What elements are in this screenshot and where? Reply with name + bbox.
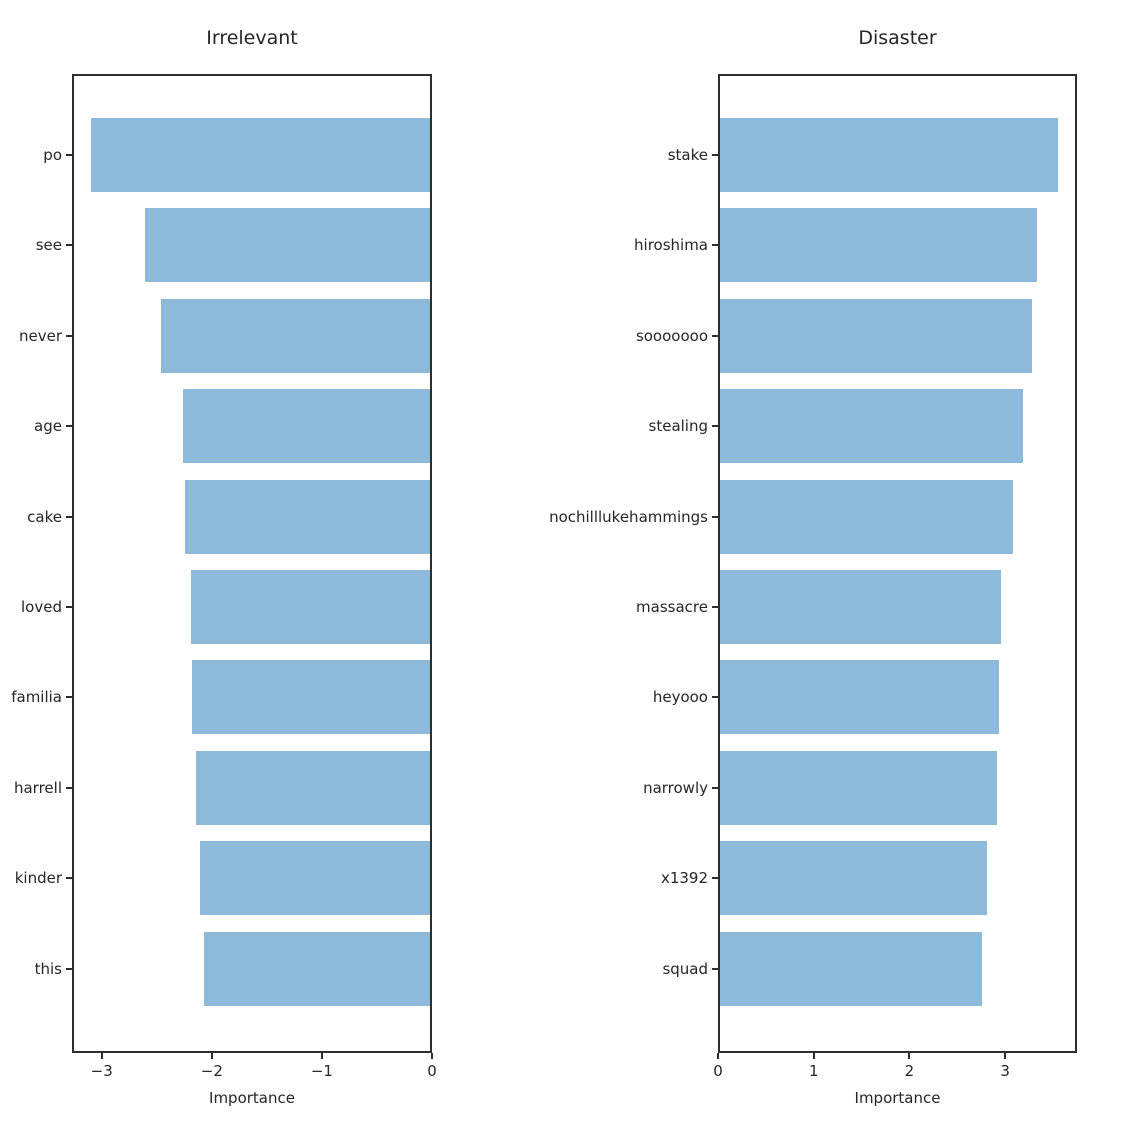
bar-massacre	[720, 570, 1002, 644]
bar-sooooooo	[720, 298, 1033, 373]
y-tick-label-po: po	[43, 146, 62, 164]
bar-x1392	[720, 841, 987, 916]
y-tick-mark	[66, 967, 72, 970]
y-tick-label-harrell: harrell	[13, 778, 62, 797]
plot-area-irrelevant	[72, 74, 432, 1053]
y-tick-mark	[712, 244, 718, 247]
y-tick-label-age: age	[34, 417, 62, 436]
bar-heyooo	[720, 660, 1000, 735]
y-tick-mark	[712, 877, 718, 880]
bar-nochilllukehammings	[720, 479, 1013, 554]
x-tick-label-−2: −2	[200, 1062, 223, 1080]
y-tick-mark	[712, 334, 718, 337]
bar-familia	[191, 660, 430, 735]
y-tick-mark	[66, 786, 72, 789]
x-tick-mark	[100, 1053, 103, 1059]
y-tick-label-kinder: kinder	[14, 869, 62, 888]
y-tick-label-cake: cake	[27, 507, 62, 526]
plot-area-disaster	[718, 74, 1077, 1053]
x-tick-mark	[320, 1053, 323, 1059]
chart-title-irrelevant: Irrelevant	[206, 27, 298, 49]
y-tick-mark	[66, 334, 72, 337]
bar-age	[182, 389, 430, 464]
x-tick-label-0: 0	[427, 1062, 437, 1080]
y-tick-label-stake: stake	[667, 146, 708, 164]
x-tick-label-2: 2	[904, 1062, 915, 1080]
chart-title-disaster: Disaster	[858, 27, 937, 49]
x-tick-mark	[1004, 1053, 1007, 1059]
y-tick-label-hiroshima: hiroshima	[634, 236, 708, 255]
bar-cake	[185, 479, 430, 554]
bar-never	[161, 298, 430, 373]
x-tick-label-3: 3	[1000, 1062, 1010, 1080]
x-tick-label-1: 1	[808, 1062, 819, 1080]
x-tick-label-−3: −3	[90, 1062, 113, 1080]
y-tick-label-nochilllukehammings: nochilllukehammings	[549, 507, 708, 526]
y-tick-label-heyooo: heyooo	[652, 688, 708, 707]
y-tick-mark	[712, 696, 718, 699]
y-tick-label-narrowly: narrowly	[643, 778, 708, 797]
y-tick-mark	[712, 154, 718, 156]
x-tick-label-−1: −1	[310, 1062, 333, 1080]
y-tick-mark	[712, 786, 718, 789]
bar-squad	[720, 931, 983, 1006]
x-tick-mark	[717, 1053, 719, 1059]
y-tick-mark	[66, 515, 72, 518]
bar-stealing	[720, 389, 1023, 464]
bar-loved	[190, 570, 430, 644]
y-tick-label-this: this	[34, 959, 62, 978]
y-tick-label-squad: squad	[662, 959, 708, 978]
y-tick-label-never: never	[18, 326, 62, 345]
y-tick-mark	[66, 606, 72, 608]
x-tick-mark	[431, 1053, 433, 1059]
x-axis-label-irrelevant: Importance	[209, 1089, 295, 1107]
y-tick-mark	[712, 606, 718, 608]
y-tick-mark	[66, 154, 72, 156]
y-tick-label-sooooooo: sooooooo	[635, 326, 708, 345]
y-tick-mark	[712, 425, 718, 428]
x-tick-mark	[812, 1053, 815, 1059]
bar-this	[203, 931, 430, 1006]
bar-stake	[720, 118, 1058, 192]
y-tick-label-massacre: massacre	[636, 598, 708, 616]
y-tick-label-loved: loved	[21, 598, 62, 616]
y-tick-label-see: see	[35, 236, 62, 255]
bar-see	[144, 208, 430, 283]
y-tick-mark	[66, 425, 72, 428]
bar-harrell	[195, 750, 430, 825]
y-tick-mark	[712, 515, 718, 518]
y-tick-mark	[66, 696, 72, 699]
y-tick-label-familia: familia	[11, 688, 62, 707]
y-tick-mark	[66, 877, 72, 880]
y-tick-label-x1392: x1392	[660, 869, 708, 888]
y-tick-mark	[712, 967, 718, 970]
x-axis-label-disaster: Importance	[854, 1089, 941, 1107]
x-tick-mark	[210, 1053, 213, 1059]
bar-kinder	[200, 841, 430, 916]
bar-po	[91, 118, 430, 192]
x-tick-label-0: 0	[713, 1062, 723, 1080]
y-tick-label-stealing: stealing	[648, 417, 708, 436]
bar-hiroshima	[720, 208, 1038, 283]
bar-narrowly	[720, 750, 998, 825]
x-tick-mark	[908, 1053, 911, 1059]
y-tick-mark	[66, 244, 72, 247]
